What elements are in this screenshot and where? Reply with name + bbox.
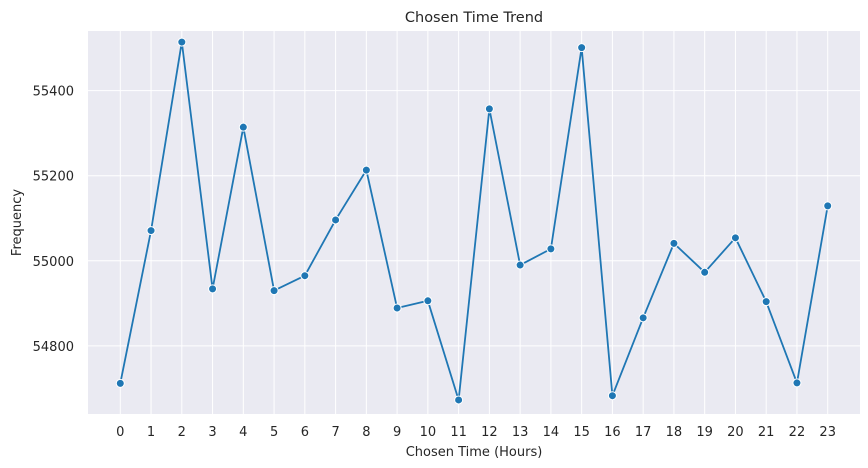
x-tick-label: 7 [331,425,339,440]
y-tick-label: 55000 [33,255,74,270]
x-tick-label: 12 [481,425,498,440]
data-point [454,395,464,405]
x-tick-label: 3 [208,425,216,440]
x-tick-label: 23 [819,425,836,440]
x-tick-label: 6 [301,425,309,440]
y-tick-label: 55200 [33,170,74,185]
data-point [484,104,494,114]
x-tick-label: 2 [178,425,186,440]
x-tick-label: 9 [393,425,401,440]
x-axis-label: Chosen Time (Hours) [406,445,543,460]
x-tick-label: 17 [635,425,652,440]
data-point [146,226,156,236]
x-tick-label: 11 [450,425,467,440]
data-point [361,165,371,175]
plot-area [88,31,860,414]
data-point [392,303,402,313]
data-point [546,244,556,254]
x-tick-label: 13 [512,425,529,440]
data-point [269,286,279,296]
x-tick-label: 8 [362,425,370,440]
data-point [761,297,771,307]
data-point [208,284,218,294]
x-tick-label: 22 [789,425,806,440]
y-tick-labels: 54800 55000 55200 55400 [33,85,74,355]
data-point [300,271,310,281]
x-tick-label: 15 [573,425,590,440]
x-tick-label: 10 [420,425,437,440]
data-point [669,238,679,248]
data-point [577,43,587,53]
grid [88,31,860,414]
x-tick-label: 18 [666,425,683,440]
data-point [792,378,802,388]
y-axis-label: Frequency [10,189,25,256]
x-tick-label: 16 [604,425,621,440]
x-tick-label: 0 [116,425,124,440]
x-tick-label: 19 [696,425,713,440]
x-tick-label: 1 [147,425,155,440]
y-tick-label: 54800 [33,340,74,355]
data-point [638,313,648,323]
x-tick-label: 4 [239,425,247,440]
chart-title: Chosen Time Trend [405,10,543,26]
data-point [177,37,187,47]
data-point [115,378,125,388]
data-point [331,215,341,225]
data-point [823,201,833,211]
data-point [423,296,433,306]
data-point [730,233,740,243]
x-tick-label: 20 [727,425,744,440]
series-layer [115,37,833,405]
x-tick-label: 5 [270,425,278,440]
data-point [515,260,525,270]
y-tick-label: 55400 [33,85,74,100]
x-tick-label: 21 [758,425,775,440]
series-line [119,41,829,401]
x-tick-labels: 0 1 2 3 4 5 6 7 8 9 10 11 12 13 14 15 16 17 18 19 20 21 22 23 [116,425,836,440]
data-point [238,122,248,132]
data-point [700,267,710,277]
data-point [607,391,617,401]
x-tick-label: 14 [543,425,560,440]
